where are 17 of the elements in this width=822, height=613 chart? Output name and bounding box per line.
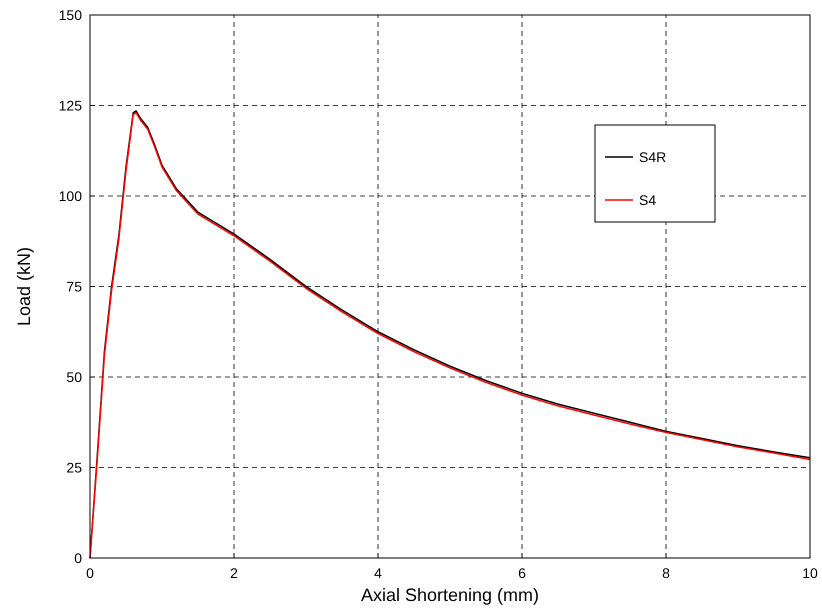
x-tick-label: 0	[86, 565, 94, 581]
y-axis-title: Load (kN)	[14, 246, 34, 326]
legend-label: S4	[639, 192, 656, 208]
x-tick-label: 2	[230, 565, 238, 581]
x-tick-label: 8	[662, 565, 670, 581]
y-tick-label: 0	[74, 550, 82, 566]
x-tick-label: 4	[374, 565, 382, 581]
y-tick-label: 150	[58, 7, 82, 23]
x-axis-title: Axial Shortening (mm)	[360, 585, 540, 605]
y-tick-label: 25	[66, 460, 82, 476]
x-tick-label: 6	[518, 565, 526, 581]
y-tick-label: 50	[66, 369, 82, 385]
y-tick-label: 100	[58, 188, 82, 204]
y-tick-label: 125	[58, 98, 82, 114]
y-tick-label: 75	[66, 278, 82, 294]
legend-label: S4R	[639, 149, 666, 165]
x-tick-label: 10	[802, 565, 818, 581]
